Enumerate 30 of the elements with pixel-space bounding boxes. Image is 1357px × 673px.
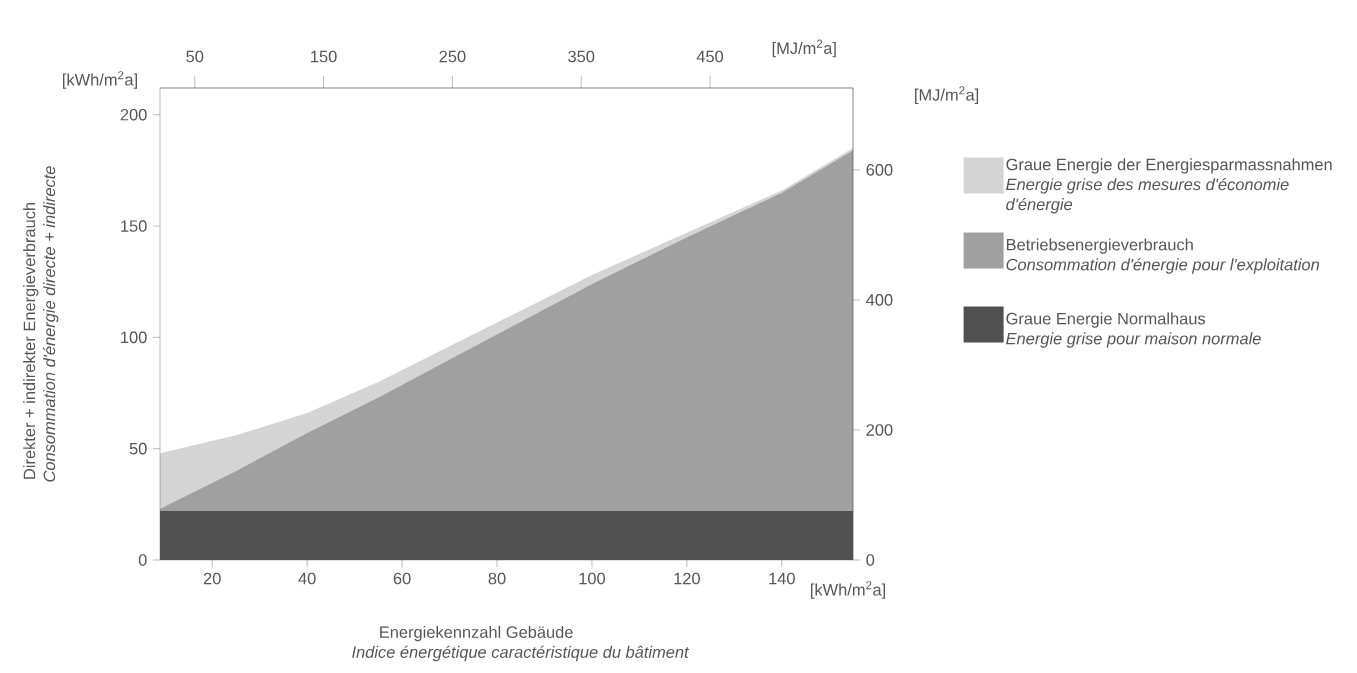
text: [kWh/m$^{2}$a] — [63, 71, 137, 89]
y-tick-label: 0 — [138, 554, 147, 566]
x2-tick-label: 50 — [186, 50, 204, 63]
x2-axis-title: [MJ/m$^{2}$a] — [772, 39, 836, 58]
y-axis-title: Direkter + indirekter Energieverbrauch Consommation d'énergie directe + indirecte — [23, 166, 59, 482]
y2-tick-label: 0 — [866, 554, 875, 566]
y2-tick-label: 400 — [866, 294, 893, 306]
y-tick-label: 200 — [120, 108, 147, 121]
x-tick-label: 100 — [579, 572, 606, 585]
y2-axis-title: [MJ/m$^{2}$a] — [915, 86, 979, 104]
x-tick-label: 40 — [298, 572, 316, 585]
x2-tick-label: 250 — [439, 50, 466, 63]
x-tick-label: 120 — [674, 572, 700, 585]
x2-tick-label: 350 — [568, 50, 595, 63]
legend-label: Graue Energie Normalhaus Energie grise pour maison normale — [1006, 312, 1261, 348]
x-tick-label: 140 — [769, 572, 795, 585]
text: [kWh/m$^{2}$a] — [811, 581, 885, 599]
legend-label: Graue Energie der Energiesparmassnahmen Energie grise des mesures d'économie d'énergie — [1006, 158, 1332, 214]
x2-tick-label: 450 — [696, 50, 724, 63]
y-tick-label: 50 — [129, 442, 147, 455]
y-tick-label: 150 — [121, 220, 147, 232]
y-tick-label: 100 — [121, 331, 147, 344]
x-tick-label: 20 — [203, 572, 221, 585]
x-tick-label: 80 — [488, 572, 506, 585]
y2-tick-label: 200 — [866, 424, 893, 436]
y2-tick-label: 600 — [866, 164, 893, 176]
legend-label: Betriebsenergieverbrauch Consommation d'énergie pour l'exploitation — [1006, 238, 1320, 274]
x2-tick-label: 150 — [311, 50, 337, 63]
x-axis-title: Energiekennzahl Gebäude Indice énergétique caractéristique du bâtiment — [352, 625, 690, 662]
x-tick-label: 60 — [393, 572, 411, 585]
